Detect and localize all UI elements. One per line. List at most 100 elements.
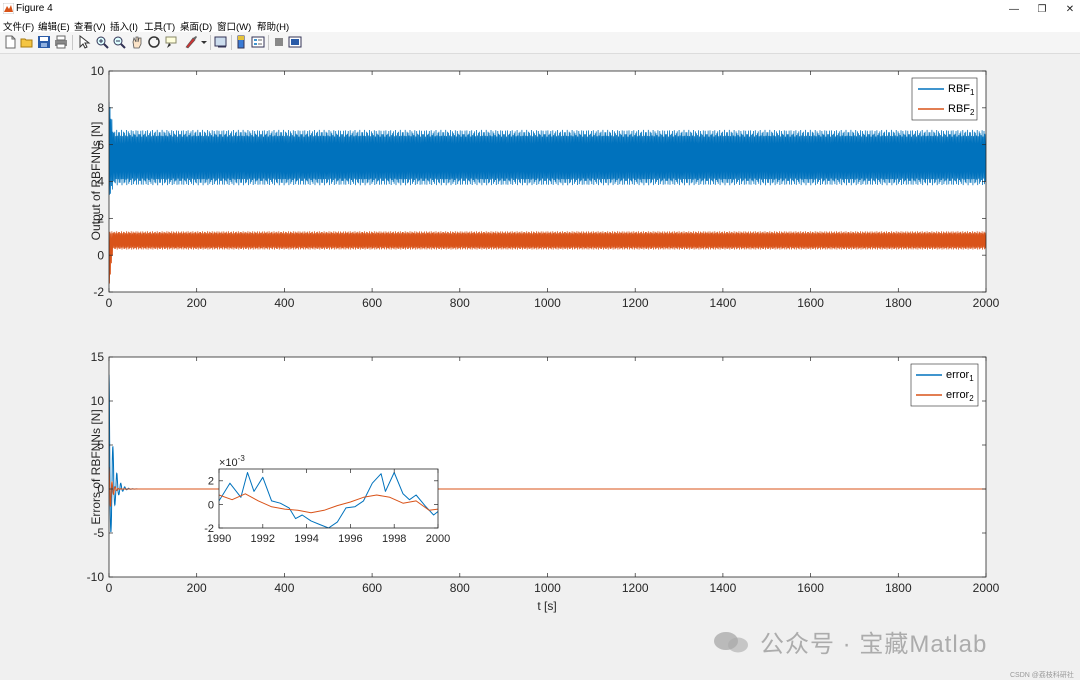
top-x-tick-label: 2000 (973, 296, 1000, 310)
inset-error1-line (219, 472, 438, 528)
bottom-legend: error1 error2 (910, 363, 979, 407)
bottom-y-tick-label: 10 (91, 394, 105, 408)
legend-icon[interactable] (251, 35, 265, 49)
menu-desktop[interactable]: 桌面(D) (180, 22, 213, 33)
bottom-x-tick-label: 800 (450, 581, 470, 595)
minimize-button[interactable]: — (1009, 3, 1019, 15)
top-x-tick-label: 1000 (534, 296, 561, 310)
menu-edit[interactable]: 编辑(E) (38, 22, 70, 33)
bottom-x-axis-label: t [s] (537, 599, 556, 613)
top-legend: RBF1 RBF2 (911, 77, 978, 121)
zoom-out-icon[interactable] (112, 35, 126, 49)
inset-plot-lines (219, 472, 438, 528)
bottom-x-tick-label: 2000 (973, 581, 1000, 595)
brush-icon[interactable] (184, 35, 198, 49)
menu-view[interactable]: 查看(V) (74, 22, 106, 33)
bottom-y-tick-label: 5 (97, 438, 104, 452)
bottom-plot-lines (109, 374, 986, 533)
top-x-tick-label: 800 (450, 296, 470, 310)
watermark-text: 公众号 · 宝藏Matlab (760, 631, 988, 658)
top-x-tick-label: 400 (274, 296, 294, 310)
menu-help[interactable]: 帮助(H) (257, 22, 290, 33)
top-x-tick-label: 1200 (622, 296, 649, 310)
top-x-tick-label: 200 (187, 296, 207, 310)
rbf1-series-line (109, 101, 986, 195)
inset-x-tick-label: 1996 (338, 533, 362, 545)
bottom-x-tick-label: 1400 (710, 581, 737, 595)
bottom-y-tick-label: 15 (91, 350, 105, 364)
top-plot-lines (109, 101, 986, 284)
toolbar-separator (231, 35, 232, 50)
top-y-ticks: -2 0 2 4 6 8 10 (91, 64, 986, 299)
restore-button[interactable]: ❐ (1037, 3, 1047, 15)
top-y-tick-label: 10 (91, 64, 105, 78)
top-axes: 0 200 400 600 800 1000 1200 1400 1600 1800 2000 -2… (89, 64, 1000, 310)
rotate-icon[interactable] (147, 35, 161, 49)
bottom-x-tick-label: 1200 (622, 581, 649, 595)
inset-x-tick-label: 1998 (382, 533, 406, 545)
inset-x-tick-label: 1992 (251, 533, 275, 545)
open-file-icon[interactable] (20, 35, 34, 49)
bottom-y-tick-label: -5 (93, 526, 104, 540)
menu-tools[interactable]: 工具(T) (144, 22, 176, 33)
inset-x-ticks: 1990 1992 1994 1996 1998 2000 (207, 469, 450, 545)
top-x-tick-label: 0 (106, 296, 113, 310)
inset-x-tick-label: 2000 (426, 533, 450, 545)
legend-rbf1-label: RBF1 (948, 83, 975, 97)
wechat-icon (714, 631, 748, 652)
top-x-tick-label: 1800 (885, 296, 912, 310)
brush-dropdown-icon[interactable] (200, 35, 208, 49)
menu-window[interactable]: 窗口(W) (217, 22, 252, 33)
inset-y-ticks: -2 0 2 (204, 476, 438, 535)
link-icon[interactable] (214, 35, 228, 49)
inset-axes: 1990 1992 1994 1996 1998 2000 -202 ×10-3 (204, 454, 450, 545)
source-credit: CSDN @荔枝科研社 (1010, 672, 1074, 679)
show-plot-tools-icon[interactable] (288, 35, 302, 49)
bottom-x-tick-label: 0 (106, 581, 113, 595)
toolbar-separator (268, 35, 269, 50)
top-y-tick-label: 8 (97, 101, 104, 115)
bottom-x-tick-label: 1000 (534, 581, 561, 595)
menu-file[interactable]: 文件(F) (3, 22, 35, 33)
toolbar-separator (72, 35, 73, 50)
figure-toolbar (0, 32, 1080, 54)
top-y-tick-label: -2 (93, 285, 104, 299)
bottom-axes: 0 200 400 600 800 1000 1200 1400 1600 1800 2000 -1… (87, 350, 1000, 613)
pan-icon[interactable] (130, 35, 144, 49)
new-figure-icon[interactable] (3, 35, 17, 49)
inset-y-tick-label: 0 (208, 499, 214, 511)
top-y-axis-label: Output of RBFNNs [N] (89, 122, 103, 241)
save-icon[interactable] (37, 35, 51, 49)
top-x-tick-label: 1400 (710, 296, 737, 310)
inset-axes-box (218, 468, 439, 529)
bottom-x-tick-label: 200 (187, 581, 207, 595)
bottom-y-tick-label: -10 (87, 570, 105, 584)
data-cursor-icon[interactable] (164, 35, 178, 49)
legend-error1-label: error1 (946, 369, 974, 383)
top-x-tick-label: 600 (362, 296, 382, 310)
colorbar-icon[interactable] (234, 35, 248, 49)
inset-y-tick-label: -2 (204, 523, 214, 535)
bottom-legend-box (910, 363, 979, 407)
figure-canvas: 0 200 400 600 800 1000 1200 1400 1600 1800 2000 -2… (0, 54, 1080, 679)
figure-plot-area: 0 200 400 600 800 1000 1200 1400 1600 1800 2000 -2… (87, 64, 1000, 613)
bottom-axes-background (109, 357, 986, 577)
watermark: 公众号 · 宝藏Matlab (712, 624, 987, 659)
zoom-in-icon[interactable] (95, 35, 109, 49)
bottom-x-tick-label: 400 (274, 581, 294, 595)
legend-error2-label: error2 (946, 389, 974, 403)
window-title: Figure 4 (16, 3, 53, 14)
top-legend-box (911, 77, 978, 121)
pointer-icon[interactable] (77, 35, 91, 49)
window-title-bar: Figure 4 — ❐ ✕ (0, 0, 1080, 18)
bottom-y-ticks: -10 -5 0 5 10 15 (87, 350, 986, 584)
top-x-ticks: 0 200 400 600 800 1000 1200 1400 1600 1800 2000 (106, 71, 1000, 310)
top-x-tick-label: 1600 (797, 296, 824, 310)
close-button[interactable]: ✕ (1065, 3, 1075, 15)
print-icon[interactable] (54, 35, 68, 49)
top-y-tick-label: 2 (97, 212, 104, 226)
menu-bar: 文件(F) 编辑(E) 查看(V) 插入(I) 工具(T) 桌面(D) 窗口(W… (0, 18, 1080, 33)
bottom-y-axis-label: Errors of RBFNNs [N] (89, 409, 103, 524)
menu-insert[interactable]: 插入(I) (110, 22, 138, 33)
hide-plot-tools-icon[interactable] (272, 35, 286, 49)
